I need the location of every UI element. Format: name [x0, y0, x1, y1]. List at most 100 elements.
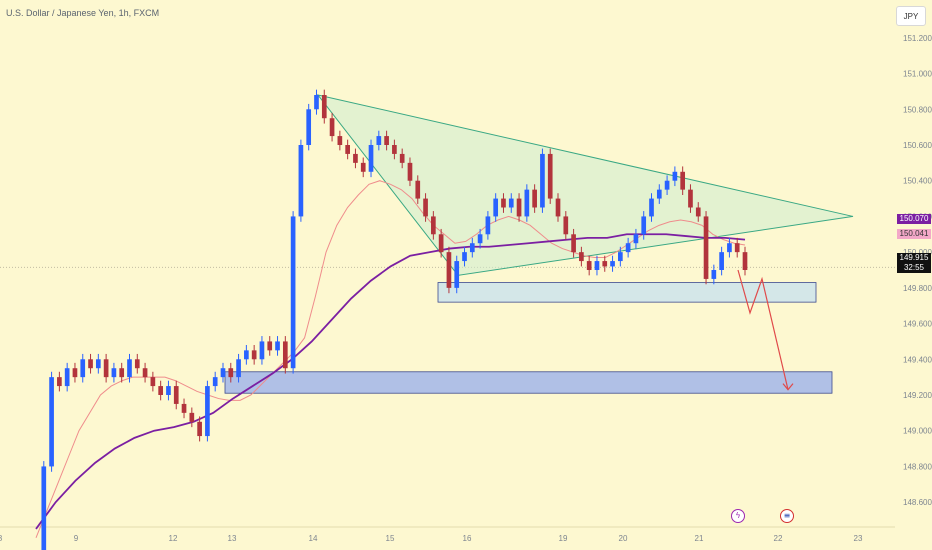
candle-body: [72, 368, 78, 378]
candle-body: [251, 350, 257, 360]
candle-body: [680, 171, 686, 190]
candle-body: [399, 153, 405, 163]
candle-body: [275, 341, 280, 351]
candle-body: [321, 95, 327, 119]
y-tick-label: 150.000: [903, 248, 932, 257]
candle-body: [742, 252, 748, 270]
candle-body: [228, 368, 234, 378]
x-tick-label: 15: [386, 534, 395, 543]
y-tick-label: 149.400: [903, 355, 932, 364]
candle-body: [314, 95, 319, 110]
candle-body: [220, 368, 226, 378]
candle-body: [641, 216, 647, 235]
candle-body: [392, 145, 397, 154]
candle-body: [618, 252, 623, 262]
candle-body: [290, 216, 296, 369]
candle-body: [501, 198, 506, 208]
candle-body: [345, 145, 350, 154]
us-flag-event-icon[interactable]: ≡: [780, 509, 794, 523]
candle-body: [282, 341, 288, 369]
candle-body: [469, 243, 475, 253]
candle-body: [664, 180, 670, 190]
candle-body: [142, 368, 148, 378]
y-tick-label: 149.600: [903, 320, 932, 329]
candle-body: [360, 162, 366, 172]
y-tick-label: 149.200: [903, 391, 932, 400]
candle-body: [571, 234, 576, 253]
candle-body: [493, 198, 499, 217]
x-tick-label: 22: [774, 534, 783, 543]
candle-body: [586, 261, 592, 270]
candle-body: [734, 243, 740, 253]
y-tick-label: 149.800: [903, 284, 932, 293]
candle-body: [384, 136, 389, 145]
candle-body: [103, 359, 109, 378]
triangle-pattern: [316, 94, 854, 276]
x-tick-label: 16: [463, 534, 472, 543]
candle-body: [64, 368, 70, 387]
candle-body: [111, 368, 117, 378]
candle-body: [80, 359, 86, 378]
candle-body: [376, 136, 382, 145]
support-zone: [437, 282, 817, 303]
lightning-event-icon[interactable]: ϟ: [731, 509, 745, 523]
candle-body: [703, 216, 709, 279]
candle-body: [407, 162, 413, 181]
candle-body: [127, 359, 132, 378]
candle-body: [649, 198, 654, 217]
candle-body: [688, 189, 693, 208]
candle-body: [166, 386, 171, 395]
candle-body: [236, 359, 241, 378]
candle-body: [540, 153, 545, 208]
candle-body: [555, 198, 561, 217]
candle-body: [602, 261, 608, 267]
candle-body: [150, 377, 156, 387]
candle-body: [454, 261, 460, 288]
candle-body: [158, 386, 163, 395]
y-tick-label: 148.600: [903, 498, 932, 507]
candle-body: [446, 252, 452, 288]
projection-path: [737, 269, 789, 390]
candle-body: [579, 252, 584, 262]
y-tick-label: 149.000: [903, 427, 932, 436]
ma-fast-price-tag: 150.041: [897, 229, 931, 239]
candle-body: [57, 377, 62, 387]
candle-body: [594, 261, 600, 270]
x-tick-label: 13: [228, 534, 237, 543]
candle-body: [119, 368, 125, 378]
y-tick-label: 150.600: [903, 141, 932, 150]
projection-arrowhead: [782, 383, 794, 391]
candle-body: [41, 466, 47, 550]
candle-body: [462, 252, 467, 262]
candle-body: [672, 171, 678, 181]
ma-slow-price-tag: 150.070: [897, 214, 931, 224]
candle-body: [516, 198, 522, 217]
candle-body: [197, 421, 202, 437]
x-tick-label: 9: [74, 534, 79, 543]
candle-body: [173, 386, 179, 404]
candle-body: [134, 359, 140, 369]
candle-body: [485, 216, 491, 235]
candle-body: [711, 270, 717, 279]
candle-body: [49, 377, 54, 467]
x-tick-label: 8: [0, 534, 3, 543]
y-tick-label: 150.400: [903, 177, 932, 186]
candle-body: [431, 216, 436, 235]
chart-title: U.S. Dollar / Japanese Yen, 1h, FXCM: [6, 8, 160, 18]
candle-body: [695, 207, 701, 217]
candle-body: [298, 145, 304, 217]
x-tick-label: 23: [854, 534, 863, 543]
candle-body: [477, 234, 483, 244]
candle-body: [267, 341, 273, 351]
candle-body: [212, 377, 218, 387]
candle-body: [259, 341, 265, 360]
y-tick-label: 151.000: [903, 70, 932, 79]
x-tick-label: 14: [309, 534, 318, 543]
candle-body: [423, 198, 428, 217]
currency-button[interactable]: JPY: [896, 6, 926, 26]
candle-body: [719, 252, 724, 270]
candle-body: [337, 136, 343, 145]
candle-body: [415, 180, 421, 199]
